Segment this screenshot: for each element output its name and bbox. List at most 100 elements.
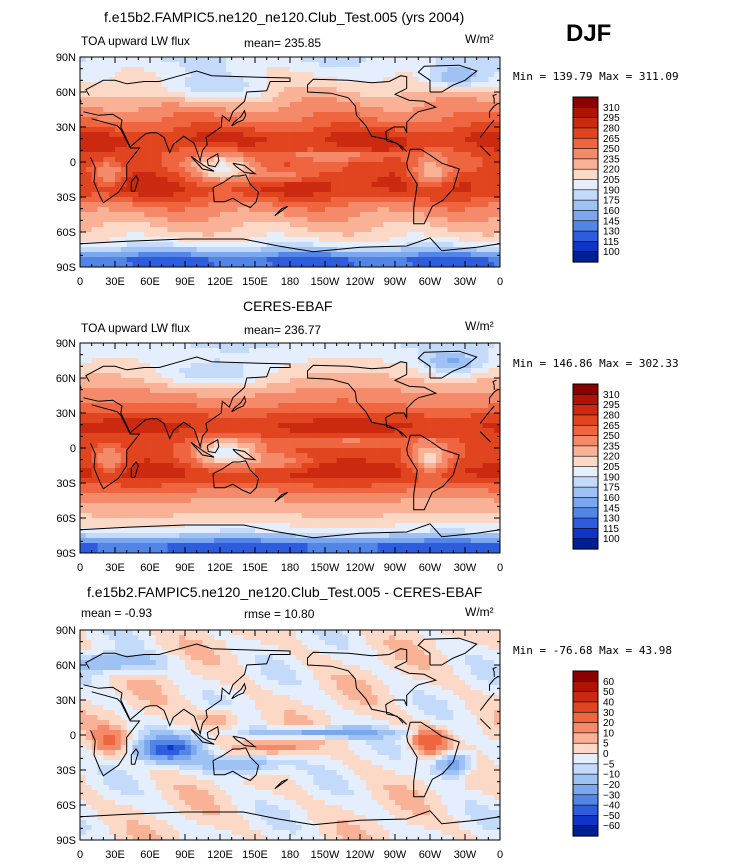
contour-cell [109, 167, 116, 173]
contour-cell [109, 232, 116, 238]
contour-cell [278, 247, 285, 253]
contour-cell [424, 383, 431, 389]
contour-cell [383, 192, 390, 198]
contour-cell [85, 398, 93, 404]
contour-cell [115, 62, 122, 68]
contour-cell [150, 398, 157, 404]
contour-cell [231, 177, 238, 183]
contour-cell [365, 107, 373, 113]
contour-cell [342, 408, 349, 414]
contour-cell [97, 102, 104, 108]
contour-cell [284, 172, 291, 178]
contour-cell [482, 383, 489, 389]
contour-cell [395, 358, 402, 364]
contour-cell [470, 157, 478, 163]
contour-cell [342, 207, 349, 213]
contour-cell [103, 72, 110, 78]
contour-cell [85, 232, 93, 238]
contour-cell [272, 453, 279, 459]
contour-cell [266, 77, 273, 83]
contour-cell [91, 363, 98, 369]
contour-cell [208, 378, 215, 384]
contour-cell [470, 428, 478, 434]
contour-cell [470, 72, 478, 78]
contour-cell [150, 87, 157, 93]
contour-cell [290, 448, 297, 454]
contour-cell [237, 157, 244, 163]
contour-cell [377, 408, 384, 414]
contour-cell [155, 62, 163, 68]
contour-cell [249, 212, 256, 218]
contour-cell [360, 242, 367, 248]
contour-cell [225, 403, 233, 409]
contour-cell [482, 222, 489, 228]
contour-cell [383, 82, 390, 88]
contour-cell [161, 358, 168, 364]
contour-cell [138, 97, 145, 103]
contour-cell [406, 107, 413, 113]
contour-cell [284, 112, 291, 118]
contour-cell [435, 358, 443, 364]
contour-cell [441, 353, 448, 359]
contour-cell [80, 453, 87, 459]
contour-cell [412, 127, 419, 133]
contour-cell [290, 423, 297, 429]
contour-cell [365, 162, 373, 168]
contour-cell [150, 262, 157, 268]
contour-cell [144, 242, 151, 248]
y-tick-label: 30N [56, 122, 76, 134]
contour-cell [243, 112, 250, 118]
contour-cell [103, 453, 110, 459]
contour-cell [225, 92, 233, 98]
contour-cell [97, 127, 104, 133]
contour-cell [249, 242, 256, 248]
contour-cell [342, 167, 349, 173]
contour-cell [360, 182, 367, 188]
contour-cell [354, 348, 361, 354]
contour-cell [319, 102, 326, 108]
contour-cell [179, 107, 186, 113]
contour-cell [237, 423, 244, 429]
contour-cell [365, 112, 373, 118]
contour-cell [255, 212, 262, 218]
contour-cell [196, 107, 203, 113]
contour-cell [185, 167, 192, 173]
contour-cell [132, 378, 139, 384]
contour-cell [231, 147, 238, 153]
contour-cell [249, 448, 256, 454]
contour-cell [325, 423, 332, 429]
contour-cell [132, 147, 139, 153]
contour-cell [325, 197, 332, 203]
contour-cell [202, 363, 209, 369]
contour-cell [465, 242, 472, 248]
contour-cell [144, 122, 151, 128]
contour-cell [167, 348, 174, 354]
contour-cell [231, 167, 238, 173]
contour-cell [290, 242, 297, 248]
contour-cell [115, 252, 122, 258]
contour-cell [441, 227, 448, 233]
contour-cell [220, 217, 227, 223]
contour-cell [249, 443, 256, 449]
contour-cell [185, 77, 192, 83]
contour-cell [465, 207, 472, 213]
contour-cell [80, 393, 87, 399]
contour-cell [249, 413, 256, 419]
contour-cell [155, 202, 163, 208]
contour-cell [266, 117, 273, 123]
contour-cell [115, 443, 122, 449]
contour-cell [173, 167, 180, 173]
contour-cell [208, 463, 215, 469]
contour-cell [295, 262, 303, 268]
contour-cell [325, 62, 332, 68]
contour-cell [348, 97, 355, 103]
contour-cell [325, 373, 332, 379]
contour-cell [465, 413, 472, 419]
contour-cell [424, 343, 431, 349]
contour-cell [243, 353, 250, 359]
contour-cell [418, 117, 425, 123]
contour-cell [371, 378, 378, 384]
contour-cell [330, 192, 338, 198]
contour-cell [214, 57, 221, 63]
contour-cell [115, 97, 122, 103]
